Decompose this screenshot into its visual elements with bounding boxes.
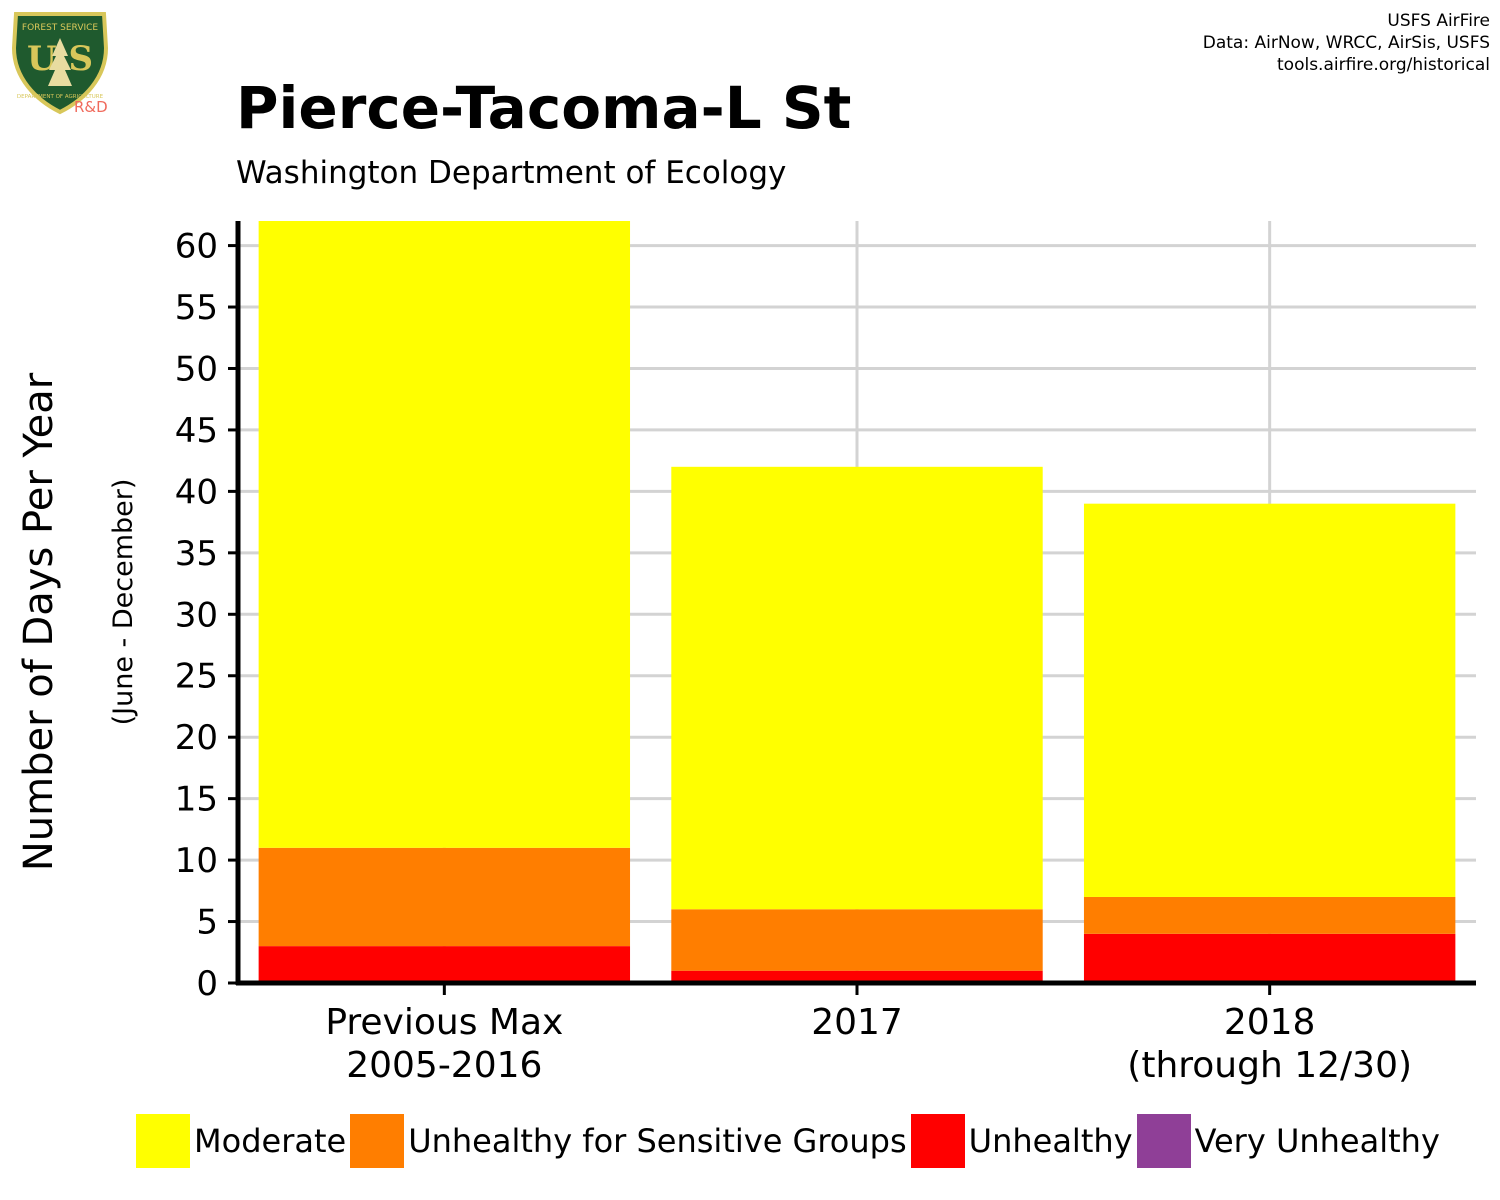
chart-legend: Moderate Unhealthy for Sensitive Groups Un…	[136, 1114, 1444, 1168]
chart-title: Pierce-Tacoma-L St	[236, 74, 852, 142]
legend-swatch	[350, 1114, 405, 1168]
legend-item: Moderate	[136, 1114, 346, 1168]
y-tick-label: 5	[196, 903, 218, 943]
legend-label: Unhealthy for Sensitive Groups	[408, 1122, 907, 1160]
bar-segment	[1083, 503, 1456, 897]
credits: USFS AirFire Data: AirNow, WRCC, AirSis,…	[1203, 10, 1490, 76]
legend-item: Unhealthy	[910, 1114, 1133, 1168]
legend-label: Moderate	[194, 1122, 347, 1160]
bar-segment	[671, 909, 1043, 971]
y-tick-label: 25	[175, 657, 218, 697]
y-axis-subtitle: (June - December)	[108, 479, 139, 726]
bar-segment	[258, 946, 631, 983]
credit-line: tools.airfire.org/historical	[1277, 55, 1490, 75]
x-tick-label: 2017	[811, 1002, 903, 1043]
y-tick-label: 40	[175, 472, 218, 512]
x-tick-label: 2018	[1224, 1002, 1316, 1043]
credit-line: Data: AirNow, WRCC, AirSis, USFS	[1202, 33, 1490, 53]
y-tick-label: 35	[175, 534, 218, 574]
legend-label: Very Unhealthy	[1194, 1122, 1440, 1160]
legend-item: Very Unhealthy	[1136, 1114, 1440, 1168]
legend-swatch	[910, 1114, 965, 1168]
logo-agency-text: FOREST SERVICE	[22, 23, 99, 33]
legend-swatch	[1136, 1114, 1191, 1168]
y-tick-label: 55	[175, 288, 218, 328]
legend-label: Unhealthy	[968, 1122, 1133, 1160]
credit-line: USFS AirFire	[1387, 11, 1490, 31]
bar-segment	[671, 466, 1043, 910]
x-tick-label: Previous Max	[325, 1002, 563, 1043]
y-tick-label: 60	[175, 227, 218, 267]
y-tick-label: 30	[175, 595, 218, 635]
legend-swatch	[136, 1114, 190, 1168]
chart-subtitle: Washington Department of Ecology	[236, 155, 787, 191]
bar-segment	[258, 221, 631, 848]
y-tick-label: 50	[175, 349, 218, 389]
y-tick-label: 0	[196, 964, 218, 1004]
y-tick-label: 10	[175, 841, 218, 881]
bar-segment	[1083, 896, 1456, 934]
rd-label: R&D	[74, 98, 108, 116]
usfs-shield-logo: FOREST SERVICE U S DEPARTMENT OF AGRICUL…	[11, 12, 109, 115]
logo-department-text: DEPARTMENT OF AGRICULTURE	[17, 94, 104, 100]
x-tick-label: (through 12/30)	[1127, 1045, 1412, 1086]
y-tick-label: 15	[175, 780, 218, 820]
tree-icon	[48, 38, 72, 86]
bar-segment	[671, 970, 1043, 983]
y-axis-title: Number of Days Per Year	[16, 372, 62, 871]
bar-segment	[1083, 933, 1456, 983]
bar-segment	[258, 847, 631, 947]
y-tick-label: 20	[175, 718, 218, 758]
y-tick-label: 45	[175, 411, 218, 451]
legend-item: Unhealthy for Sensitive Groups	[350, 1114, 907, 1168]
x-tick-label: 2005-2016	[346, 1045, 542, 1086]
